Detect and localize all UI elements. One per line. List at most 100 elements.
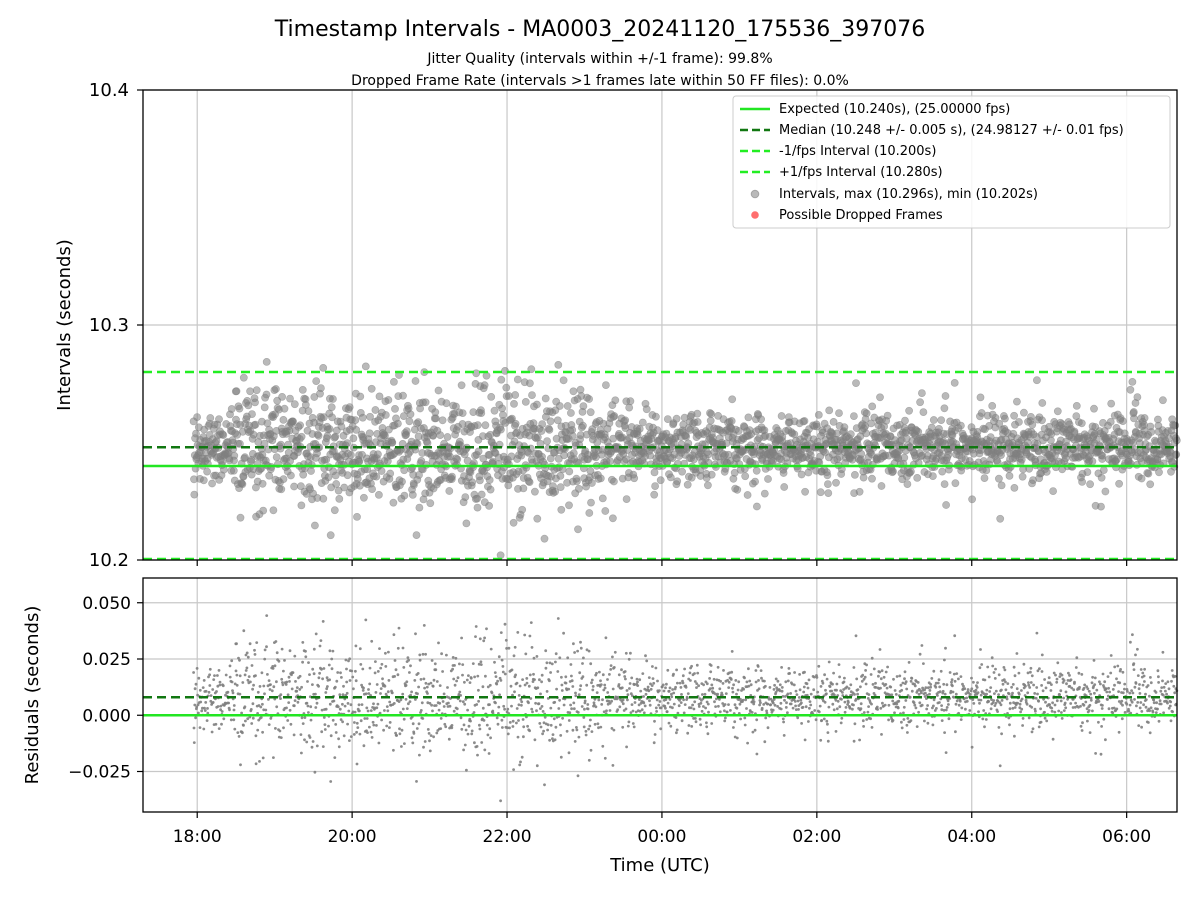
interval-point (504, 392, 513, 400)
residual-point (321, 745, 325, 748)
interval-point (371, 406, 380, 414)
residual-point (1165, 692, 1168, 696)
residual-point (192, 671, 196, 674)
interval-point (563, 402, 572, 410)
interval-point (481, 421, 490, 430)
residual-point (446, 686, 449, 689)
residual-point (603, 756, 607, 760)
residual-point (902, 718, 906, 721)
residual-point (870, 656, 874, 660)
residual-point (683, 703, 687, 706)
residual-point (351, 675, 355, 679)
residual-point (585, 683, 589, 687)
residual-point (464, 728, 468, 732)
interval-point (601, 507, 610, 515)
interval-point (757, 415, 765, 424)
residual-point (281, 683, 285, 687)
residual-point (793, 700, 797, 703)
residual-point (529, 621, 533, 624)
interval-point (238, 480, 247, 489)
residual-point (334, 723, 338, 726)
residual-point (507, 646, 511, 650)
residual-point (578, 688, 582, 691)
residual-point (708, 677, 711, 680)
residual-point (699, 701, 703, 705)
residual-point (884, 670, 888, 674)
residual-point (429, 734, 433, 737)
residual-point (823, 673, 826, 677)
residual-point (419, 678, 423, 681)
residual-point (618, 705, 622, 709)
residual-point (503, 622, 507, 626)
residual-point (512, 654, 516, 658)
residual-point (924, 686, 928, 690)
residual-point (401, 707, 405, 711)
residual-point (568, 711, 572, 715)
residual-point (658, 689, 661, 692)
residual-point (372, 723, 376, 727)
residual-point (349, 735, 353, 738)
residual-point (272, 756, 275, 759)
residual-point (856, 692, 859, 696)
interval-point (991, 413, 1000, 422)
residual-point (821, 681, 825, 685)
residual-point (945, 683, 949, 687)
interval-point (626, 397, 635, 406)
residual-point (832, 708, 836, 712)
residual-point (900, 720, 903, 724)
residual-point (780, 689, 784, 693)
residual-point (488, 683, 492, 687)
residual-point (202, 679, 206, 682)
residual-point (584, 733, 588, 737)
residual-point (1065, 682, 1068, 686)
residual-point (576, 774, 580, 778)
residual-point (825, 719, 829, 723)
residual-point (913, 684, 917, 688)
interval-point (537, 427, 546, 435)
residual-point (461, 663, 465, 666)
residual-point (805, 682, 809, 686)
residual-point (503, 672, 507, 676)
residual-point (946, 699, 950, 703)
interval-point (832, 478, 840, 487)
residuals-points (192, 614, 1179, 803)
interval-point (388, 438, 397, 447)
residual-point (681, 674, 685, 678)
residual-point (894, 693, 898, 696)
residual-point (582, 716, 586, 719)
residual-point (1159, 689, 1163, 693)
residual-point (878, 648, 882, 651)
residual-point (1111, 711, 1115, 715)
interval-point (246, 387, 254, 396)
residual-point (248, 642, 252, 646)
residual-point (215, 690, 218, 693)
residual-point (909, 719, 913, 722)
residual-point (854, 634, 858, 638)
residual-point (601, 673, 605, 677)
interval-point (840, 423, 849, 432)
residual-point (549, 723, 553, 727)
interval-point (399, 391, 407, 400)
residual-point (232, 704, 236, 707)
residual-point (876, 708, 879, 711)
interval-point (883, 411, 892, 420)
residual-point (964, 707, 967, 711)
residual-point (338, 707, 342, 711)
residual-point (975, 686, 979, 689)
residual-point (208, 673, 212, 677)
residual-point (1011, 691, 1014, 695)
residual-point (243, 705, 247, 709)
residual-point (307, 711, 310, 714)
residual-point (544, 649, 548, 653)
residual-point (576, 649, 579, 653)
interval-point (760, 489, 769, 498)
residual-point (779, 701, 783, 705)
residual-point (1109, 671, 1113, 675)
residual-point (499, 631, 503, 634)
residual-point (1101, 704, 1104, 707)
residual-point (345, 680, 349, 684)
interval-point (252, 386, 261, 395)
residual-point (463, 680, 466, 684)
residual-point (245, 666, 249, 670)
